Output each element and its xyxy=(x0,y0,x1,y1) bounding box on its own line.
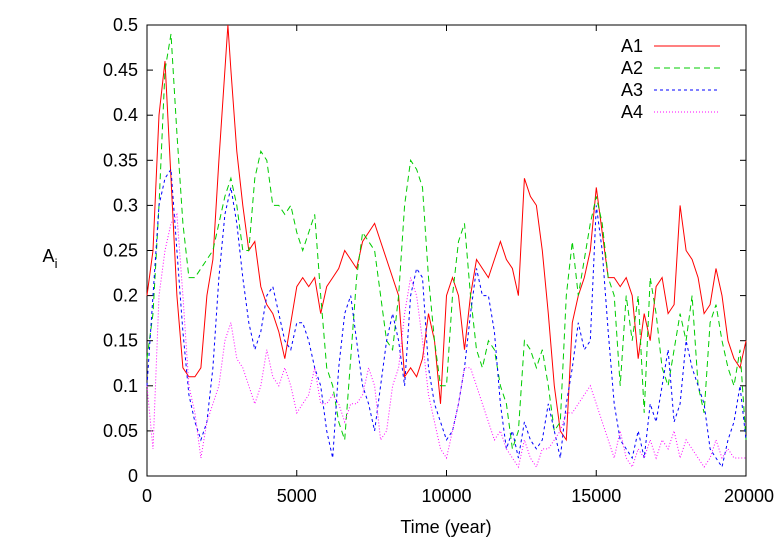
y-tick-label: 0.35 xyxy=(103,150,138,170)
y-axis-title-main: A xyxy=(43,246,55,266)
y-tick-label: 0.15 xyxy=(103,331,138,351)
axis-ticks: 0 0.05 0.1 0.15 0.2 0.25 0.3 0.35 0.4 0.45 0.5 0 500… xyxy=(103,15,774,506)
y-axis-title: Ai xyxy=(43,246,58,271)
legend-label-a1: A1 xyxy=(621,36,643,56)
y-tick-label: 0.3 xyxy=(113,195,138,215)
legend-label-a2: A2 xyxy=(621,58,643,78)
series-line-a1 xyxy=(146,24,747,442)
x-tick-label: 5000 xyxy=(277,486,317,506)
y-tick-label: 0 xyxy=(128,466,138,486)
x-axis-title: Time (year) xyxy=(400,517,491,537)
x-tick-label: 10000 xyxy=(421,486,471,506)
x-tick-label: 20000 xyxy=(724,486,774,506)
y-tick-label: 0.1 xyxy=(113,376,138,396)
plot-frame xyxy=(146,24,747,477)
legend-label-a4: A4 xyxy=(621,102,643,122)
y-tick-label: 0.5 xyxy=(113,15,138,35)
y-tick-label: 0.4 xyxy=(113,105,138,125)
series-line-a2 xyxy=(146,33,747,450)
series-line-a4 xyxy=(146,212,746,469)
y-tick-label: 0.2 xyxy=(113,286,138,306)
series-layer xyxy=(146,24,747,469)
y-axis-title-subscript: i xyxy=(55,256,58,271)
y-tick-label: 0.05 xyxy=(103,421,138,441)
x-tick-label: 0 xyxy=(142,486,152,506)
y-tick-label: 0.25 xyxy=(103,241,138,261)
y-tick-label: 0.45 xyxy=(103,60,138,80)
x-tick-label: 15000 xyxy=(571,486,621,506)
series-line-a3 xyxy=(146,167,747,469)
legend-label-a3: A3 xyxy=(621,80,643,100)
